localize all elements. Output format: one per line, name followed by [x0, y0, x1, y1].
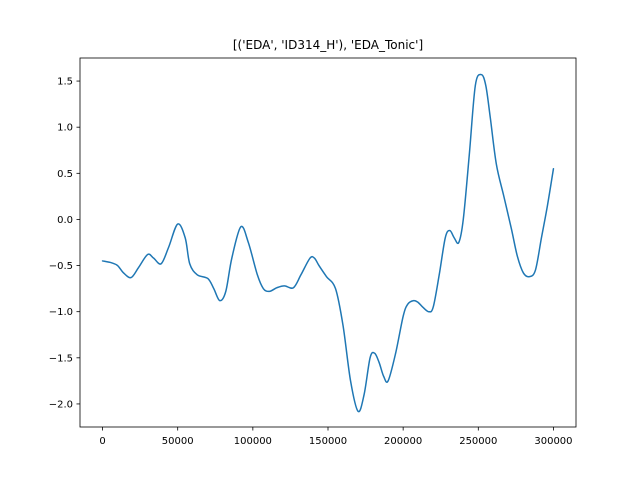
x-tick-label: 0 [99, 436, 105, 447]
x-tick-label: 250000 [459, 436, 497, 447]
x-tick-label: 300000 [534, 436, 572, 447]
y-tick-label: −1.0 [49, 307, 73, 318]
y-tick-label: −2.0 [49, 399, 73, 410]
y-axis: −2.0 −1.5 −1.0 −0.5 0.0 0.5 1.0 1.5 [49, 77, 80, 410]
eda-tonic-series-line [101, 73, 555, 413]
x-tick-label: 200000 [384, 436, 422, 447]
y-tick-label: 0.5 [57, 169, 73, 180]
chart-title: [('EDA', 'ID314_H'), 'EDA_Tonic'] [233, 38, 423, 52]
x-axis: 0 50000 100000 150000 200000 250000 300000 [99, 427, 573, 447]
y-tick-label: −1.5 [49, 353, 73, 364]
y-tick-label: −0.5 [49, 261, 73, 272]
y-tick-label: 0.0 [57, 215, 73, 226]
y-tick-label: 1.5 [57, 77, 73, 88]
x-tick-label: 50000 [162, 436, 194, 447]
y-tick-label: 1.0 [57, 123, 73, 134]
x-tick-label: 100000 [234, 436, 272, 447]
x-tick-label: 150000 [309, 436, 347, 447]
